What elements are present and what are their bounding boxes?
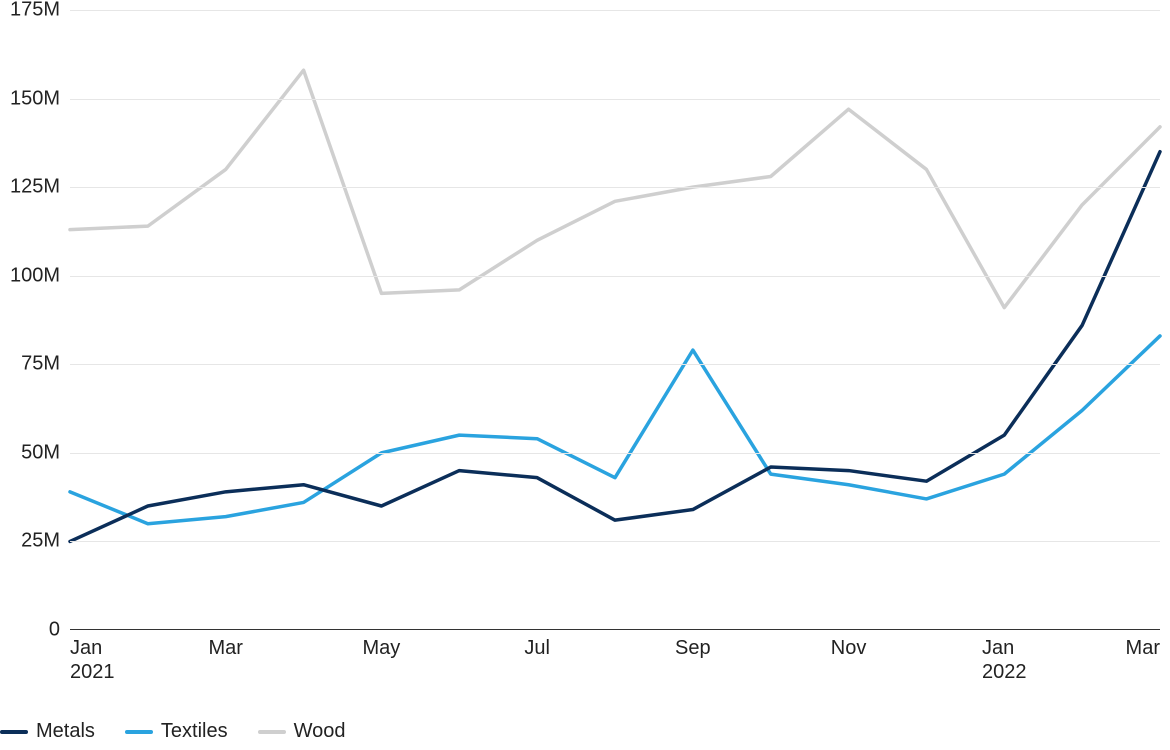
x-tick-month: Sep xyxy=(675,637,711,659)
y-tick-label: 175M xyxy=(10,0,70,22)
gridline xyxy=(70,541,1160,542)
legend-item-textiles: Textiles xyxy=(125,720,228,743)
legend-label: Wood xyxy=(294,720,346,743)
gridline xyxy=(70,453,1160,454)
legend-swatch xyxy=(258,730,286,734)
y-tick-label: 75M xyxy=(21,353,70,376)
series-line-metals xyxy=(70,152,1160,542)
x-tick-label: Mar xyxy=(208,630,242,660)
x-tick-month: Jan xyxy=(70,637,102,659)
chart-lines xyxy=(70,10,1160,630)
x-tick-month: Mar xyxy=(1126,637,1160,659)
x-tick-label: Nov xyxy=(831,630,867,660)
gridline xyxy=(70,276,1160,277)
x-tick-month: Jul xyxy=(524,637,550,659)
y-tick-label: 25M xyxy=(21,530,70,553)
gridline xyxy=(70,364,1160,365)
legend-label: Textiles xyxy=(161,720,228,743)
y-tick-label: 0 xyxy=(49,619,70,642)
x-tick-month: Mar xyxy=(208,637,242,659)
legend-item-metals: Metals xyxy=(0,720,95,743)
plot-area: 025M50M75M100M125M150M175MJan2021MarMayJ… xyxy=(70,10,1160,630)
x-tick-label: May xyxy=(363,630,401,660)
x-tick-label: Sep xyxy=(675,630,711,660)
y-tick-label: 50M xyxy=(21,441,70,464)
legend-swatch xyxy=(125,730,153,734)
x-tick-year: 2021 xyxy=(70,660,115,684)
x-tick-label: Jan2022 xyxy=(982,630,1027,684)
legend-label: Metals xyxy=(36,720,95,743)
x-tick-label: Jan2021 xyxy=(70,630,115,684)
x-tick-month: Nov xyxy=(831,637,867,659)
line-chart: 025M50M75M100M125M150M175MJan2021MarMayJ… xyxy=(0,0,1170,750)
gridline xyxy=(70,187,1160,188)
x-tick-label: Mar xyxy=(1126,630,1160,660)
gridline xyxy=(70,99,1160,100)
x-tick-month: Jan xyxy=(982,637,1014,659)
y-tick-label: 125M xyxy=(10,176,70,199)
series-line-wood xyxy=(70,70,1160,307)
y-tick-label: 100M xyxy=(10,264,70,287)
gridline xyxy=(70,10,1160,11)
x-tick-month: May xyxy=(363,637,401,659)
x-tick-year: 2022 xyxy=(982,660,1027,684)
chart-legend: Metals Textiles Wood xyxy=(0,720,346,743)
x-tick-label: Jul xyxy=(524,630,550,660)
legend-item-wood: Wood xyxy=(258,720,346,743)
legend-swatch xyxy=(0,730,28,734)
y-tick-label: 150M xyxy=(10,87,70,110)
